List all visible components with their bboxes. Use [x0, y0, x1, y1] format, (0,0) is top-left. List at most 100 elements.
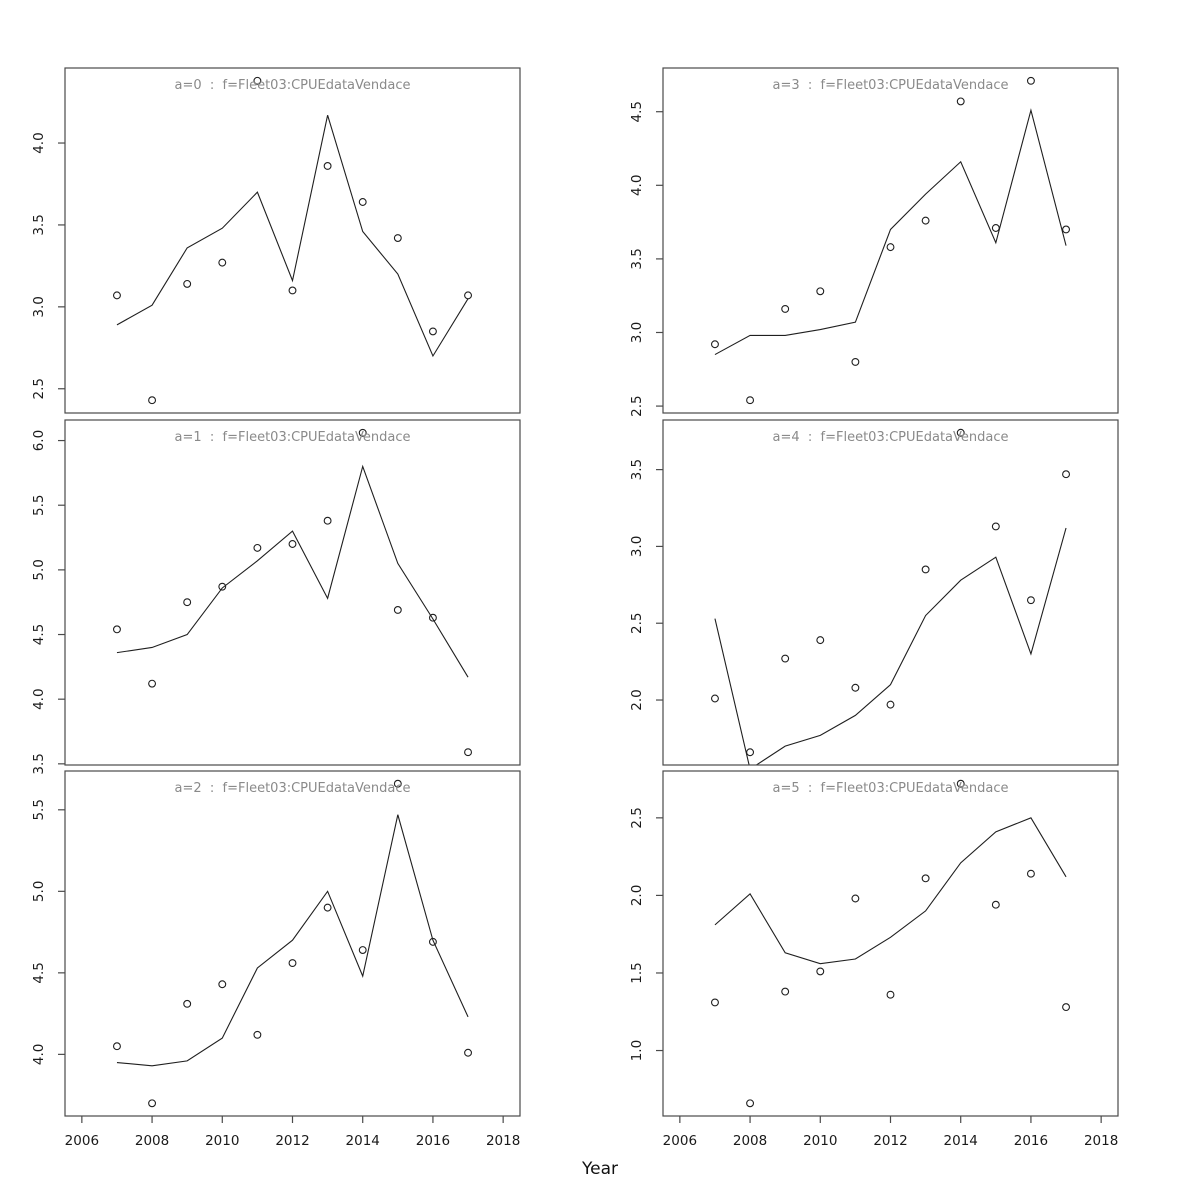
obs-point — [113, 625, 121, 634]
panel-title: a=1 : f=Fleet03:CPUEdataVendace — [174, 430, 410, 445]
panel-a0: 2.5 3.0 3.5 4.0 a=0 : f=Fleet03:CPUEdataVend… — [31, 67, 521, 414]
obs-point — [746, 396, 755, 405]
y-tick-label: 5.5 — [31, 799, 47, 820]
obs-point — [816, 967, 825, 976]
obs-point — [464, 291, 472, 300]
panel-frame — [662, 770, 1119, 1117]
fitted-line — [116, 115, 469, 358]
fitted-line — [116, 814, 469, 1067]
obs-point — [956, 779, 965, 788]
obs-point — [323, 516, 332, 525]
obs-point — [288, 540, 297, 548]
x-axis-title: Year — [582, 1159, 618, 1179]
obs-point — [253, 1030, 262, 1039]
obs-point — [711, 340, 719, 349]
panel-a3: 2.5 3.0 3.5 4.0 4.5 a=3 : f=Fleet03:CPUEdataV… — [629, 67, 1119, 417]
obs-point — [253, 76, 262, 85]
y-tick-label: 3.5 — [31, 214, 47, 235]
obs-point — [816, 636, 825, 645]
obs-point — [288, 286, 297, 295]
obs-point — [1026, 869, 1035, 878]
obs-point — [428, 327, 437, 336]
y-tick-label: 4.5 — [629, 101, 645, 122]
obs-point — [991, 224, 1000, 232]
obs-point — [921, 874, 930, 883]
obs-point — [711, 694, 719, 703]
x-tick-label: 2012 — [873, 1133, 907, 1149]
y-tick-label: 2.5 — [629, 807, 645, 828]
fitted-line — [714, 108, 1067, 356]
obs-point — [183, 279, 192, 288]
x-tick-label: 2016 — [416, 1133, 450, 1149]
obs-point — [886, 700, 895, 709]
x-tick-label: 2018 — [486, 1133, 520, 1149]
y-tick-label: 3.0 — [629, 536, 645, 557]
y-tick-label: 3.0 — [629, 322, 645, 343]
obs-point — [816, 287, 825, 296]
obs-point — [218, 980, 227, 989]
obs-point — [393, 606, 402, 614]
x-tick-label: 2006 — [65, 1133, 99, 1149]
y-tick-label: 2.0 — [629, 885, 645, 906]
x-tick-label: 2008 — [733, 1133, 767, 1149]
x-tick-label: 2010 — [205, 1133, 239, 1149]
obs-point — [746, 748, 755, 757]
y-tick-label: 5.5 — [31, 494, 47, 515]
x-tick-label: 2016 — [1014, 1133, 1048, 1149]
obs-point — [1062, 1003, 1070, 1012]
obs-point — [183, 999, 192, 1008]
panel-a1: 3.5 4.0 4.5 5.0 5.5 6.0 a=1 : f=Fleet03:CPUEda… — [31, 419, 521, 775]
x-tick-label: 2018 — [1084, 1133, 1118, 1149]
y-tick-label: 1.5 — [629, 962, 645, 983]
obs-point — [1026, 596, 1035, 605]
obs-point — [183, 598, 192, 607]
panel-frame — [64, 419, 521, 766]
panel-title: a=4 : f=Fleet03:CPUEdataVendace — [772, 430, 1008, 445]
obs-point — [113, 291, 121, 300]
y-tick-label: 2.5 — [31, 378, 47, 399]
panel-title: a=2 : f=Fleet03:CPUEdataVendace — [174, 781, 410, 796]
x-tick-label: 2014 — [346, 1133, 380, 1149]
y-tick-label: 4.5 — [31, 624, 47, 645]
obs-point — [991, 900, 1000, 909]
panel-a2: 4.0 4.5 5.0 5.5 2006 2008 2010 2012 2014 2016 2018… — [31, 770, 521, 1149]
obs-point — [851, 894, 860, 903]
obs-point — [218, 258, 227, 267]
panel-a4: 2.0 2.5 3.0 3.5 a=4 : f=Fleet03:CPUEdataVend… — [629, 419, 1119, 766]
y-tick-label: 2.5 — [629, 395, 645, 416]
y-tick-label: 2.5 — [629, 612, 645, 633]
obs-point — [956, 428, 965, 437]
obs-point — [323, 162, 332, 170]
obs-point — [464, 1048, 472, 1057]
obs-point — [1026, 76, 1035, 85]
obs-point — [921, 565, 930, 574]
obs-point — [358, 946, 367, 954]
fitted-line — [116, 464, 469, 678]
obs-point — [358, 198, 367, 206]
obs-point — [781, 654, 790, 663]
obs-point — [323, 903, 332, 912]
y-tick-label: 3.5 — [629, 248, 645, 269]
obs-point — [253, 543, 262, 552]
y-tick-label: 5.0 — [31, 881, 47, 902]
panel-a5: 1.0 1.5 2.0 2.5 2006 2008 2010 2012 2014 2016 2018… — [629, 770, 1119, 1149]
x-tick-label: 2008 — [135, 1133, 169, 1149]
y-tick-label: 1.0 — [629, 1040, 645, 1061]
panel-frame — [662, 419, 1119, 766]
obs-point — [781, 987, 790, 996]
y-tick-label: 4.5 — [31, 962, 47, 983]
obs-point — [393, 234, 402, 242]
obs-point — [711, 998, 719, 1007]
obs-point — [746, 1099, 755, 1108]
x-tick-label: 2006 — [663, 1133, 697, 1149]
obs-point — [956, 97, 965, 106]
y-tick-label: 3.5 — [31, 753, 47, 774]
panel-title: a=3 : f=Fleet03:CPUEdataVendace — [772, 78, 1008, 93]
fitted-line — [714, 527, 1067, 765]
obs-point — [1062, 225, 1070, 234]
y-tick-label: 4.0 — [31, 688, 47, 709]
x-tick-label: 2012 — [275, 1133, 309, 1149]
y-tick-label: 4.0 — [629, 175, 645, 196]
x-tick-label: 2010 — [803, 1133, 837, 1149]
